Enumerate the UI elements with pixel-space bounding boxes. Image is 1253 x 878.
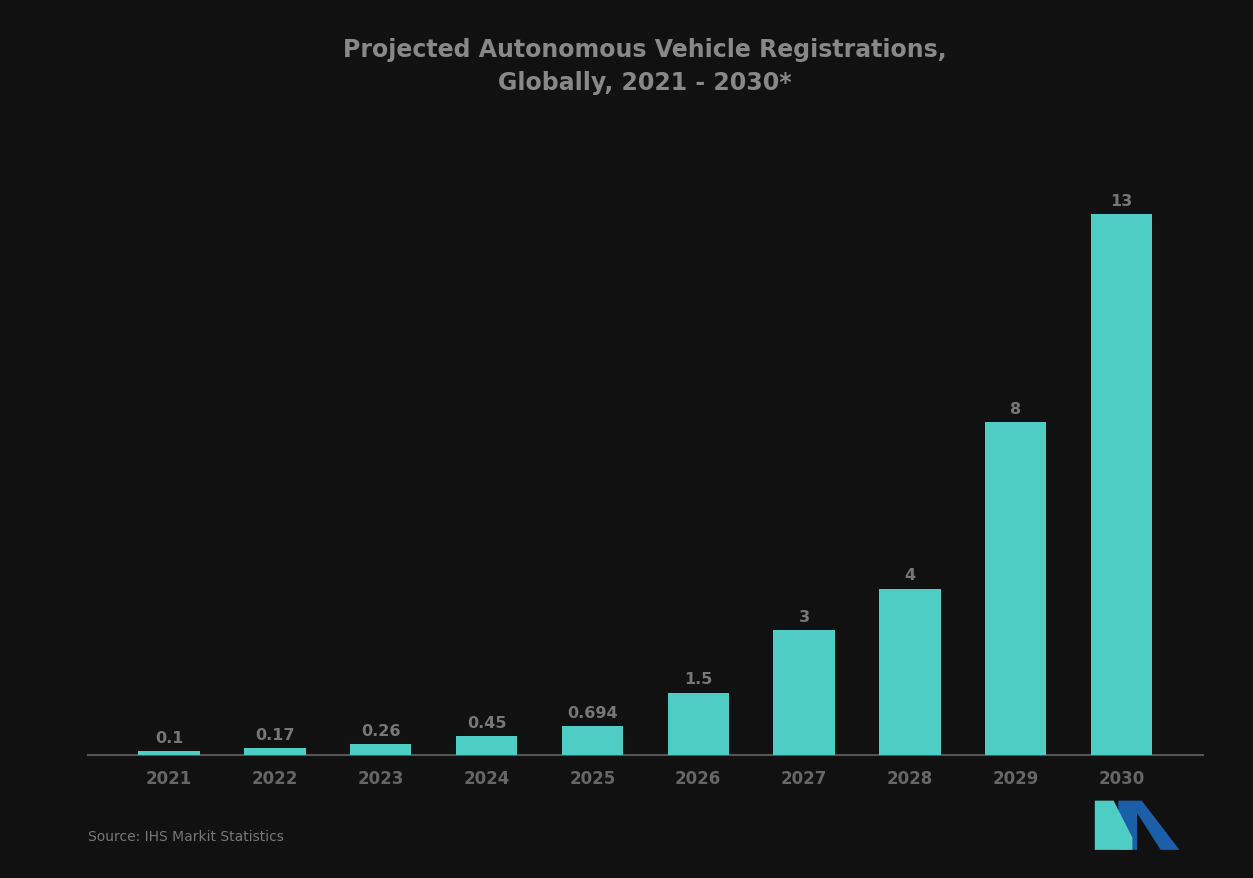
Bar [773, 630, 834, 755]
Text: 0.45: 0.45 [467, 716, 506, 730]
Bar [456, 737, 517, 755]
Text: 4: 4 [905, 568, 916, 583]
Bar [350, 745, 411, 755]
Title: Projected Autonomous Vehicle Registrations,
Globally, 2021 - 2030*: Projected Autonomous Vehicle Registratio… [343, 38, 947, 95]
Text: 0.1: 0.1 [155, 730, 183, 745]
Bar [244, 748, 306, 755]
Bar [1091, 215, 1153, 755]
Bar [561, 726, 623, 755]
Text: 8: 8 [1010, 401, 1021, 416]
Text: 13: 13 [1110, 194, 1133, 209]
Bar [668, 693, 729, 755]
Bar [985, 422, 1046, 755]
Bar [138, 751, 199, 755]
Text: 0.694: 0.694 [568, 705, 618, 720]
Text: Source: IHS Markit Statistics: Source: IHS Markit Statistics [88, 829, 283, 843]
Text: 1.5: 1.5 [684, 672, 713, 687]
Text: 3: 3 [798, 609, 809, 624]
Bar [880, 589, 941, 755]
Polygon shape [1095, 801, 1133, 850]
Text: 0.26: 0.26 [361, 723, 401, 738]
Text: 0.17: 0.17 [256, 727, 294, 742]
Polygon shape [1119, 801, 1179, 850]
